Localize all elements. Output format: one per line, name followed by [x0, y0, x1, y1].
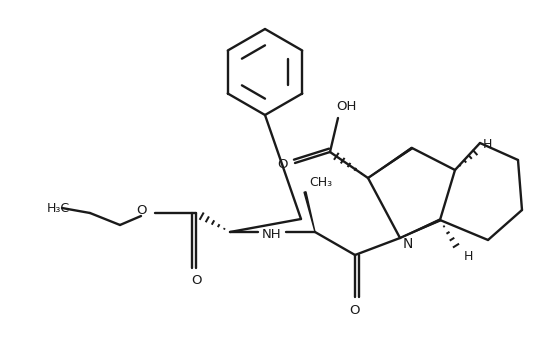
Text: H₃C: H₃C — [47, 202, 70, 215]
Text: O: O — [191, 274, 201, 288]
Text: O: O — [350, 304, 360, 317]
Text: NH: NH — [262, 228, 282, 240]
Polygon shape — [368, 147, 412, 178]
Text: O: O — [136, 203, 147, 217]
Text: OH: OH — [336, 99, 356, 113]
Text: CH₃: CH₃ — [310, 175, 333, 189]
Text: H: H — [482, 138, 492, 152]
Text: H: H — [463, 251, 472, 263]
Polygon shape — [400, 219, 441, 238]
Polygon shape — [304, 192, 315, 232]
Text: N: N — [403, 237, 413, 251]
Text: O: O — [278, 158, 288, 171]
